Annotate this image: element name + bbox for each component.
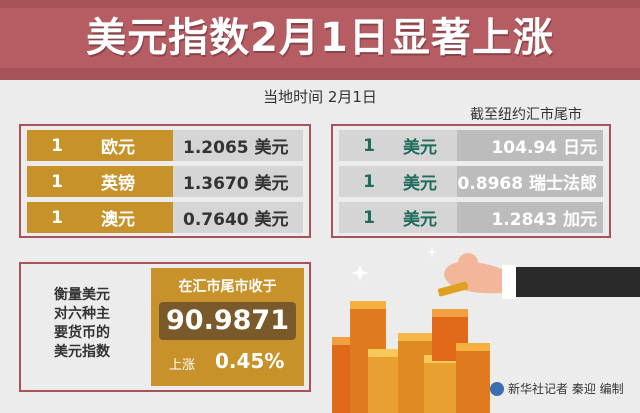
rate-value: 1.2065 美元 xyxy=(173,130,303,161)
index-description-line: 对六种主 xyxy=(54,306,110,322)
rise-label: 上涨 xyxy=(169,358,196,373)
rate-currency: 美元 xyxy=(399,130,457,161)
market-close-note: 截至纽约汇市尾市 xyxy=(470,107,582,123)
credit-line: 新华社记者 秦迎 编制 xyxy=(490,380,624,397)
index-description-line: 衡量美元 xyxy=(54,287,110,303)
sparkle-icon xyxy=(352,247,437,281)
xinhua-logo-icon xyxy=(490,381,504,396)
rate-value: 0.7640 美元 xyxy=(173,202,303,233)
rate-currency: 澳元 xyxy=(87,202,173,233)
rate-row-gbp: 1 英镑 1.3670 美元 xyxy=(27,166,303,197)
rate-row-cad: 1 美元 1.2843 加元 xyxy=(339,202,603,233)
index-description: 衡量美元 对六种主 要货币的 美元指数 xyxy=(27,286,137,362)
hand-icon xyxy=(444,253,640,299)
rate-qty: 1 xyxy=(27,130,87,161)
dollar-index-panel: 衡量美元 对六种主 要货币的 美元指数 在汇市尾市收于 90.9871 上涨 0… xyxy=(19,262,311,392)
header-banner xyxy=(0,0,640,80)
index-description-line: 要货币的 xyxy=(54,325,110,341)
usd-to-foreign-panel: 1 美元 104.94 日元 1 美元 0.8968 瑞士法郎 1 美元 1.2… xyxy=(331,124,611,238)
rate-row-chf: 1 美元 0.8968 瑞士法郎 xyxy=(339,166,603,197)
page-title: 美元指数2月1日显著上涨 xyxy=(86,15,554,61)
rate-row-jpy: 1 美元 104.94 日元 xyxy=(339,130,603,161)
rate-value: 1.3670 美元 xyxy=(173,166,303,197)
date-subtitle: 当地时间 2月1日 xyxy=(263,88,377,106)
rate-currency: 欧元 xyxy=(87,130,173,161)
rate-qty: 1 xyxy=(339,166,399,197)
rate-qty: 1 xyxy=(339,202,399,233)
coin-illustration xyxy=(332,247,640,413)
rise-value: 0.45% xyxy=(215,349,285,373)
header-band xyxy=(0,8,640,68)
rate-row-eur: 1 欧元 1.2065 美元 xyxy=(27,130,303,161)
falling-coin-icon xyxy=(437,281,469,297)
index-value: 90.9871 xyxy=(159,302,296,340)
index-caption: 在汇市尾市收于 xyxy=(178,279,277,295)
rate-value: 1.2843 加元 xyxy=(457,202,603,233)
rate-value: 104.94 日元 xyxy=(457,130,603,161)
rate-currency: 美元 xyxy=(399,166,457,197)
coin-stack-icon xyxy=(332,301,490,413)
rate-qty: 1 xyxy=(339,130,399,161)
rate-qty: 1 xyxy=(27,202,87,233)
index-description-line: 美元指数 xyxy=(54,344,110,360)
rate-currency: 美元 xyxy=(399,202,457,233)
rate-row-aud: 1 澳元 0.7640 美元 xyxy=(27,202,303,233)
rate-qty: 1 xyxy=(27,166,87,197)
rate-currency: 英镑 xyxy=(87,166,173,197)
index-value-box: 在汇市尾市收于 90.9871 上涨 0.45% xyxy=(151,268,304,386)
foreign-to-usd-panel: 1 欧元 1.2065 美元 1 英镑 1.3670 美元 1 澳元 0.764… xyxy=(19,124,311,238)
rate-value: 0.8968 瑞士法郎 xyxy=(457,166,603,197)
credit-text: 新华社记者 秦迎 编制 xyxy=(508,382,624,396)
